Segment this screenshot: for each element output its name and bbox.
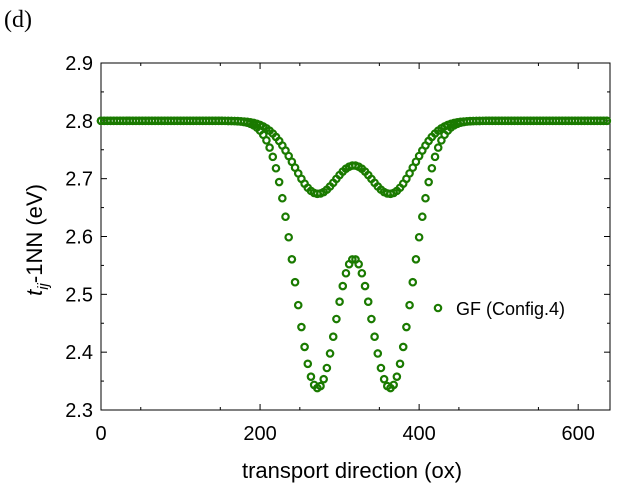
data-point [379, 374, 389, 384]
y-axis-title: tij-1NN (eV) [22, 184, 52, 296]
x-tick-label: 400 [402, 423, 435, 445]
data-point [398, 342, 408, 352]
data-point [357, 268, 367, 278]
y-tick-label: 2.6 [65, 227, 93, 249]
data-point [293, 300, 303, 310]
data-point [322, 363, 332, 373]
data-point [348, 255, 357, 264]
data-point [325, 349, 335, 358]
data-point [389, 380, 398, 390]
x-tick-label: 0 [95, 423, 106, 445]
data-point [316, 381, 325, 391]
data-point [278, 193, 287, 203]
data-point [599, 116, 608, 126]
data-point [274, 177, 284, 187]
data-point [376, 363, 386, 373]
data-point [402, 322, 411, 332]
data-point [405, 300, 414, 310]
data-point [287, 255, 297, 264]
data-point [370, 332, 379, 342]
y-axis: 2.3 2.4 2.5 2.6 2.7 2.8 2.9 [65, 53, 610, 422]
legend-label: GF (Config.4) [456, 299, 565, 319]
data-point [421, 193, 430, 203]
data-point [335, 297, 344, 307]
x-axis-title: transport direction (ox) [242, 458, 462, 483]
data-point [284, 232, 293, 242]
data-point [341, 268, 351, 278]
data-point [411, 255, 421, 264]
data-point [300, 342, 309, 352]
y-tick-label: 2.9 [65, 53, 93, 75]
data-point [363, 297, 373, 307]
data-point [430, 152, 440, 162]
data-point [268, 152, 278, 162]
data-point [319, 374, 328, 384]
data-point [265, 143, 274, 152]
data-point [354, 259, 363, 269]
data-point [414, 232, 424, 242]
data-point [338, 281, 348, 291]
y-tick-label: 2.7 [65, 169, 93, 191]
y-tick-label: 2.8 [65, 111, 93, 133]
data-point [271, 163, 281, 173]
legend: GF (Config.4) [433, 299, 565, 319]
data-point [303, 359, 313, 369]
data-point [602, 116, 612, 126]
x-axis: 0 200 400 600 [95, 63, 595, 445]
plot-frame [100, 62, 611, 411]
data-point [373, 349, 383, 358]
data-point [408, 277, 418, 287]
legend-marker [433, 303, 443, 313]
data-point [281, 212, 290, 222]
data-point [392, 372, 402, 381]
data-point [297, 322, 306, 332]
y-tick-label: 2.5 [65, 284, 93, 306]
data-point [418, 212, 427, 222]
data-point [395, 359, 405, 369]
data-point [306, 372, 316, 381]
y-axis-title-main: t [22, 289, 47, 296]
y-tick-label: 2.4 [65, 342, 93, 364]
y-tick-label: 2.3 [65, 400, 93, 422]
data-point [360, 281, 370, 291]
data-point [427, 163, 437, 173]
data-series [96, 116, 612, 393]
panel-label: (d) [4, 7, 32, 33]
data-point [290, 277, 300, 287]
data-point [328, 332, 338, 342]
x-tick-label: 200 [243, 423, 276, 445]
y-axis-title-rest: -1NN (eV) [22, 184, 47, 283]
data-point [433, 143, 443, 152]
x-tick-label: 600 [562, 423, 595, 445]
y-axis-title-sub: ij [35, 282, 52, 289]
data-point [424, 177, 433, 187]
data-point [262, 136, 271, 145]
data-point [332, 314, 341, 324]
data-point [367, 314, 376, 324]
